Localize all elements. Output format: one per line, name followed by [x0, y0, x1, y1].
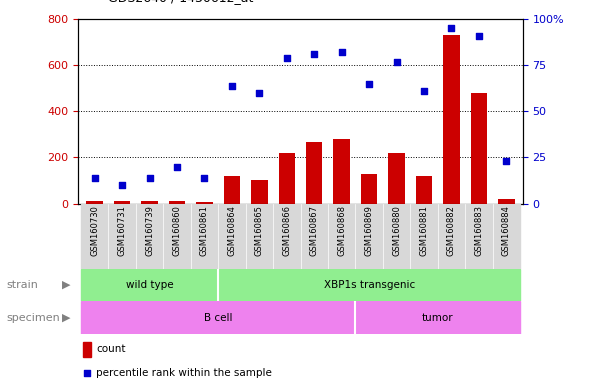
Bar — [438, 204, 465, 269]
Text: GSM160731: GSM160731 — [118, 205, 127, 257]
Text: GSM160739: GSM160739 — [145, 205, 154, 257]
Bar — [114, 200, 130, 204]
Bar — [471, 93, 487, 204]
Bar — [444, 35, 460, 204]
Bar — [410, 204, 438, 269]
Text: GSM160866: GSM160866 — [282, 205, 291, 257]
Text: GSM160868: GSM160868 — [337, 205, 346, 257]
Text: specimen: specimen — [6, 313, 59, 323]
Bar — [465, 204, 493, 269]
Point — [447, 25, 456, 31]
Bar — [136, 204, 163, 269]
Text: percentile rank within the sample: percentile rank within the sample — [96, 368, 272, 378]
Text: GSM160861: GSM160861 — [200, 205, 209, 257]
Bar — [191, 204, 218, 269]
Text: GSM160869: GSM160869 — [365, 205, 374, 257]
Point — [254, 90, 264, 96]
Point — [145, 175, 154, 181]
Bar — [246, 204, 273, 269]
Bar — [81, 301, 355, 334]
Text: B cell: B cell — [204, 313, 233, 323]
Text: ▶: ▶ — [62, 280, 70, 290]
Text: GSM160867: GSM160867 — [310, 205, 319, 257]
Text: wild type: wild type — [126, 280, 173, 290]
Bar — [355, 301, 520, 334]
Point — [90, 175, 99, 181]
Point — [310, 51, 319, 57]
Bar — [82, 342, 91, 356]
Point — [373, 256, 382, 262]
Point — [502, 158, 511, 164]
Bar — [251, 180, 267, 204]
Text: GSM160883: GSM160883 — [474, 205, 483, 257]
Point — [117, 182, 127, 188]
Bar — [388, 153, 405, 204]
Text: GSM160880: GSM160880 — [392, 205, 401, 257]
Bar — [273, 204, 300, 269]
Text: GSM160860: GSM160860 — [172, 205, 182, 257]
Point — [227, 83, 237, 89]
Bar — [218, 269, 520, 301]
Text: GSM160881: GSM160881 — [419, 205, 429, 257]
Bar — [416, 176, 432, 204]
Text: GDS2640 / 1430612_at: GDS2640 / 1430612_at — [108, 0, 254, 4]
Bar — [169, 201, 185, 204]
Bar — [355, 204, 383, 269]
Bar — [81, 204, 108, 269]
Point — [337, 49, 347, 55]
Text: GSM160864: GSM160864 — [227, 205, 236, 257]
Point — [392, 58, 401, 65]
Bar — [87, 201, 103, 204]
Bar — [224, 176, 240, 204]
Text: GSM160730: GSM160730 — [90, 205, 99, 257]
Text: GSM160865: GSM160865 — [255, 205, 264, 257]
Bar — [196, 202, 213, 204]
Bar — [163, 204, 191, 269]
Bar — [361, 174, 377, 204]
Bar — [300, 204, 328, 269]
Bar — [278, 153, 295, 204]
Text: count: count — [96, 344, 126, 354]
Point — [474, 33, 484, 39]
Bar — [108, 204, 136, 269]
Point — [419, 88, 429, 94]
Bar — [498, 199, 514, 204]
Bar — [334, 139, 350, 204]
Point — [282, 55, 291, 61]
Text: tumor: tumor — [422, 313, 454, 323]
Bar — [218, 204, 246, 269]
Point — [172, 164, 182, 170]
Bar — [141, 201, 157, 204]
Text: GSM160882: GSM160882 — [447, 205, 456, 257]
Point — [364, 81, 374, 87]
Bar — [306, 142, 323, 204]
Text: XBP1s transgenic: XBP1s transgenic — [323, 280, 415, 290]
Bar — [493, 204, 520, 269]
Point — [200, 175, 209, 181]
Text: ▶: ▶ — [62, 313, 70, 323]
Bar — [383, 204, 410, 269]
Bar — [328, 204, 355, 269]
Bar — [81, 269, 218, 301]
Text: GSM160884: GSM160884 — [502, 205, 511, 257]
Text: strain: strain — [6, 280, 38, 290]
